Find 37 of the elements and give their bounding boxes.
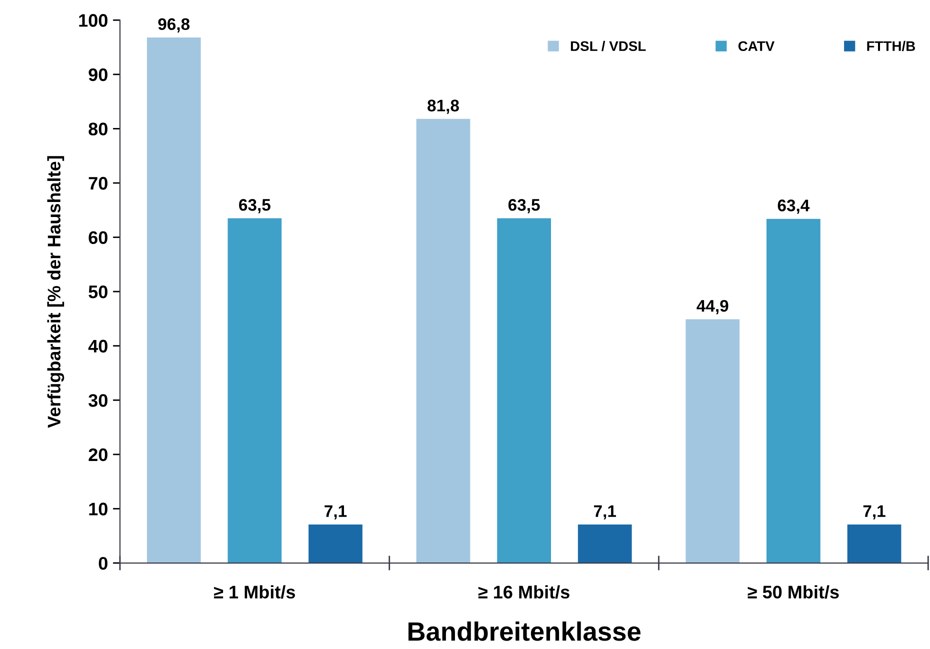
data-label: 44,9 <box>696 300 728 314</box>
data-label: 7,1 <box>594 505 616 520</box>
y-tick-label: 70 <box>88 176 108 190</box>
data-label: 96,8 <box>158 18 190 32</box>
data-label: 81,8 <box>428 100 459 114</box>
y-tick-label: 30 <box>88 394 108 407</box>
bar <box>228 218 282 564</box>
data-label: 7,1 <box>324 505 347 520</box>
legend-label: CATV <box>738 41 775 52</box>
data-label: 7,1 <box>863 505 886 520</box>
y-tick-label: 10 <box>89 502 108 516</box>
x-tick-label: ≥ 50 Mbit/s <box>748 585 839 599</box>
bar <box>686 319 740 564</box>
y-tick-label: 20 <box>88 448 108 462</box>
bar <box>497 218 551 564</box>
y-tick-label: 0 <box>98 556 108 570</box>
data-label: 63,5 <box>239 199 270 214</box>
y-tick-label: 50 <box>88 286 108 298</box>
x-axis-title: Bandbreitenklasse <box>408 622 640 641</box>
x-tick-label: ≥ 1 Mbit/s <box>214 585 295 599</box>
y-axis-title: Verfügbarkeit [% der Haushalte] <box>47 156 64 428</box>
bar <box>847 524 902 564</box>
bar <box>146 37 201 564</box>
bar <box>308 524 362 564</box>
data-label: 63,5 <box>508 199 540 214</box>
bar <box>766 218 820 564</box>
y-tick-label: 80 <box>88 122 108 136</box>
legend-label: DSL / VDSL <box>570 40 646 52</box>
bar <box>578 524 632 564</box>
data-label: 63,4 <box>778 200 810 214</box>
legend-label: FTTH/B <box>867 40 916 52</box>
y-tick-label: 100 <box>79 14 108 27</box>
y-tick-label: 40 <box>88 340 108 353</box>
y-tick-label: 90 <box>88 68 108 82</box>
x-tick-label: ≥ 16 Mbit/s <box>478 585 570 599</box>
y-tick-label: 60 <box>88 231 108 244</box>
bar <box>416 118 470 564</box>
